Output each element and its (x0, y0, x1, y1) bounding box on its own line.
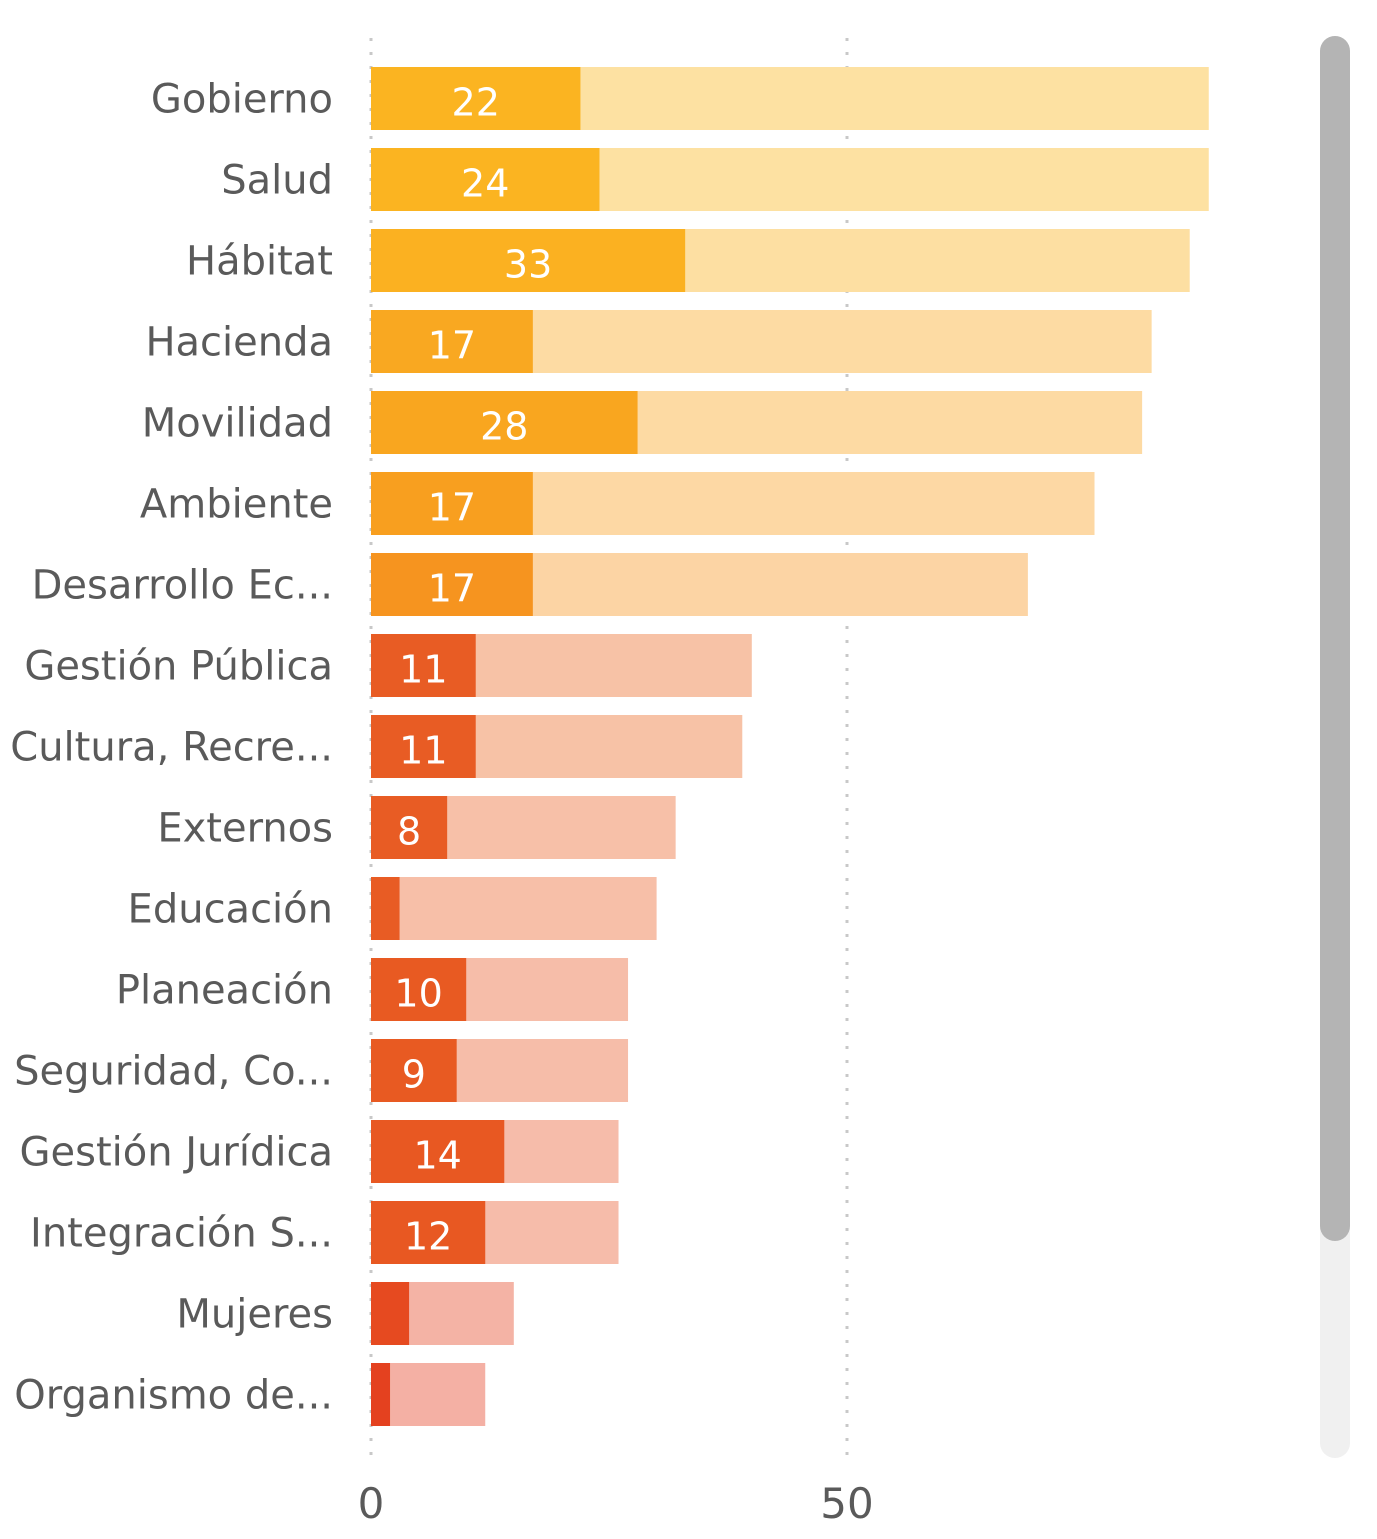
category-label: Hábitat (186, 239, 333, 285)
bar-value[interactable] (371, 229, 686, 292)
data-label: 10 (394, 972, 442, 1016)
x-tick-label: 50 (820, 1479, 873, 1528)
category-label: Movilidad (142, 401, 333, 447)
data-label: 17 (428, 567, 476, 611)
category-label: Salud (221, 158, 333, 204)
category-label: Seguridad, Co... (14, 1049, 333, 1095)
bar-value[interactable] (371, 715, 476, 778)
category-label: Ambiente (140, 482, 333, 528)
bar-value[interactable] (371, 553, 533, 616)
bar-total[interactable] (371, 877, 657, 940)
category-label: Planeación (116, 968, 333, 1014)
category-label: Organismo de... (14, 1373, 333, 1419)
x-tick-label: 0 (358, 1479, 385, 1528)
data-label: 24 (461, 162, 509, 206)
category-label: Hacienda (145, 320, 333, 366)
bar-value[interactable] (371, 634, 476, 697)
bar-value[interactable] (371, 796, 448, 859)
category-label: Externos (157, 806, 333, 852)
category-label: Integración S... (30, 1211, 333, 1257)
data-label: 14 (413, 1134, 461, 1178)
data-label: 17 (428, 324, 476, 368)
bar-value[interactable] (371, 1039, 457, 1102)
category-label: Mujeres (176, 1292, 333, 1338)
data-label: 9 (402, 1053, 426, 1097)
category-label: Educación (128, 887, 333, 933)
category-label: Desarrollo Ec... (32, 563, 333, 609)
category-label: Gobierno (151, 77, 333, 123)
scrollbar-thumb[interactable] (1320, 36, 1350, 1241)
bar-value[interactable] (371, 472, 533, 535)
data-label: 22 (452, 81, 500, 125)
data-label: 11 (399, 648, 447, 692)
data-label: 11 (399, 729, 447, 773)
data-label: 33 (504, 243, 552, 287)
data-label: 12 (404, 1215, 452, 1259)
data-label: 8 (397, 810, 421, 854)
data-label: 28 (480, 405, 528, 449)
bar-value[interactable] (371, 67, 581, 130)
bar-value[interactable] (371, 148, 600, 211)
category-label: Gestión Pública (24, 644, 333, 690)
category-label: Gestión Jurídica (20, 1130, 334, 1176)
bar-value[interactable] (371, 877, 400, 940)
category-label: Cultura, Recre... (10, 725, 333, 771)
bar-value[interactable] (371, 1363, 391, 1426)
bar-value[interactable] (371, 1201, 486, 1264)
bar-value[interactable] (371, 958, 467, 1021)
bar-value[interactable] (371, 310, 533, 373)
bar-value[interactable] (371, 391, 638, 454)
bar-value[interactable] (371, 1282, 410, 1345)
bar-value[interactable] (371, 1120, 505, 1183)
data-label: 17 (428, 486, 476, 530)
